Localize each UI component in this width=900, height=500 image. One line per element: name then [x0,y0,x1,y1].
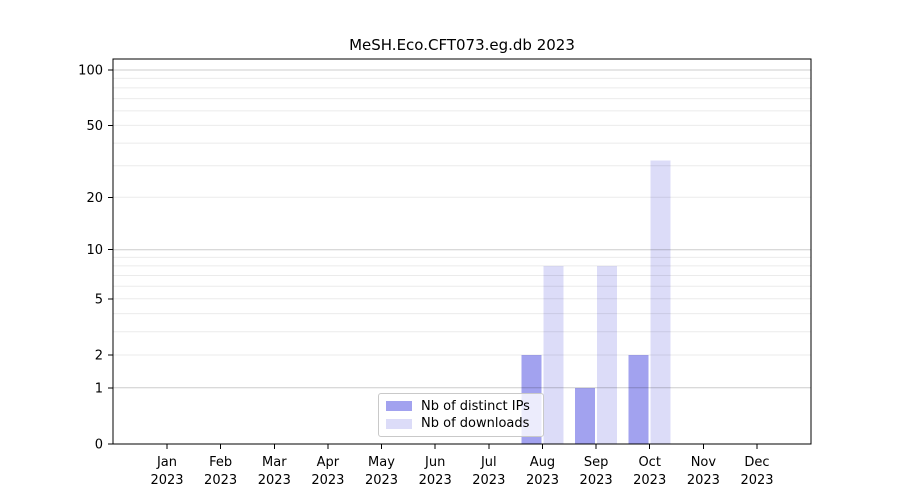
x-tick-label-year: 2023 [526,473,559,488]
x-tick-label-month: Nov [691,455,717,470]
y-tick-label: 10 [86,243,103,258]
x-tick-label-month: Oct [638,455,660,470]
x-tick-label-month: Feb [209,455,232,470]
plot-frame [112,58,812,445]
legend: Nb of distinct IPs Nb of downloads [378,393,544,437]
x-tick-label-year: 2023 [365,473,398,488]
x-tick-label-month: Dec [744,455,769,470]
x-tick-label-year: 2023 [740,473,773,488]
x-tick-label-year: 2023 [311,473,344,488]
x-tick-label-year: 2023 [204,473,237,488]
y-tick-label: 2 [95,349,103,364]
chart-title: MeSH.Eco.CFT073.eg.db 2023 [349,36,575,54]
legend-label-downloads: Nb of downloads [421,416,530,432]
legend-swatch-distinct-ips [386,401,412,412]
bar-downloads-sep [597,265,618,444]
y-tick-label: 1 [95,381,103,396]
y-tick-label: 0 [95,438,103,453]
y-tick-label: 100 [78,64,103,79]
x-tick-label-year: 2023 [472,473,505,488]
x-tick-label-month: Mar [262,455,287,470]
legend-label-distinct-ips: Nb of distinct IPs [421,398,530,414]
legend-item-downloads: Nb of downloads [386,416,535,431]
x-tick-label-month: Jan [156,455,177,470]
x-tick-label-year: 2023 [258,473,291,488]
y-tick-label: 20 [86,191,103,206]
x-tick-label-year: 2023 [419,473,452,488]
x-tick-label-year: 2023 [687,473,720,488]
bar-downloads-aug [543,265,564,444]
legend-swatch-downloads [386,418,412,429]
y-tick-label: 50 [86,119,103,134]
x-tick-label-year: 2023 [580,473,613,488]
x-tick-label-month: Sep [584,455,609,470]
bar-downloads-oct [650,160,671,444]
bar-distinct-ips-sep [575,387,596,444]
legend-item-distinct-ips: Nb of distinct IPs [386,399,535,414]
x-tick-label-month: Aug [530,455,555,470]
x-tick-label-month: Jun [424,455,445,470]
y-tick-label: 5 [95,292,103,307]
bar-distinct-ips-oct [628,355,649,444]
x-tick-label-month: May [368,455,395,470]
x-tick-label-month: Jul [480,455,497,470]
x-tick-label-year: 2023 [633,473,666,488]
x-tick-label-year: 2023 [150,473,183,488]
x-tick-label-month: Apr [317,455,340,470]
